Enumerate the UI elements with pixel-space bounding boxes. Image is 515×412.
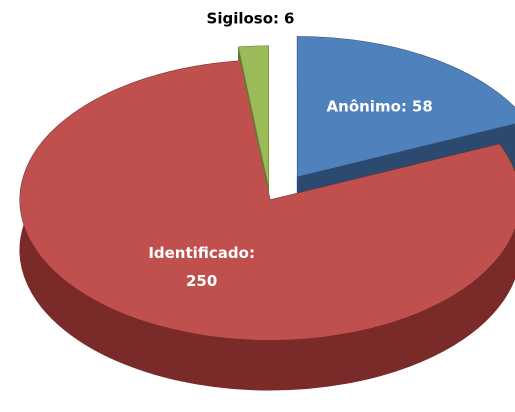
slice (297, 36, 515, 177)
label-value: 250 (186, 271, 217, 289)
label-category: Sigiloso: (207, 9, 280, 27)
label-value: 58 (412, 97, 433, 115)
data-label: Sigiloso: 6 (207, 9, 295, 27)
label-category: Anônimo: (327, 97, 407, 115)
label-value: 6 (284, 9, 294, 27)
data-label: Anônimo: 58 (327, 97, 433, 115)
slice (238, 46, 269, 187)
slice (20, 61, 515, 340)
label-category: Identificado: (148, 243, 255, 261)
data-label: Identificado: 250 (148, 243, 255, 289)
